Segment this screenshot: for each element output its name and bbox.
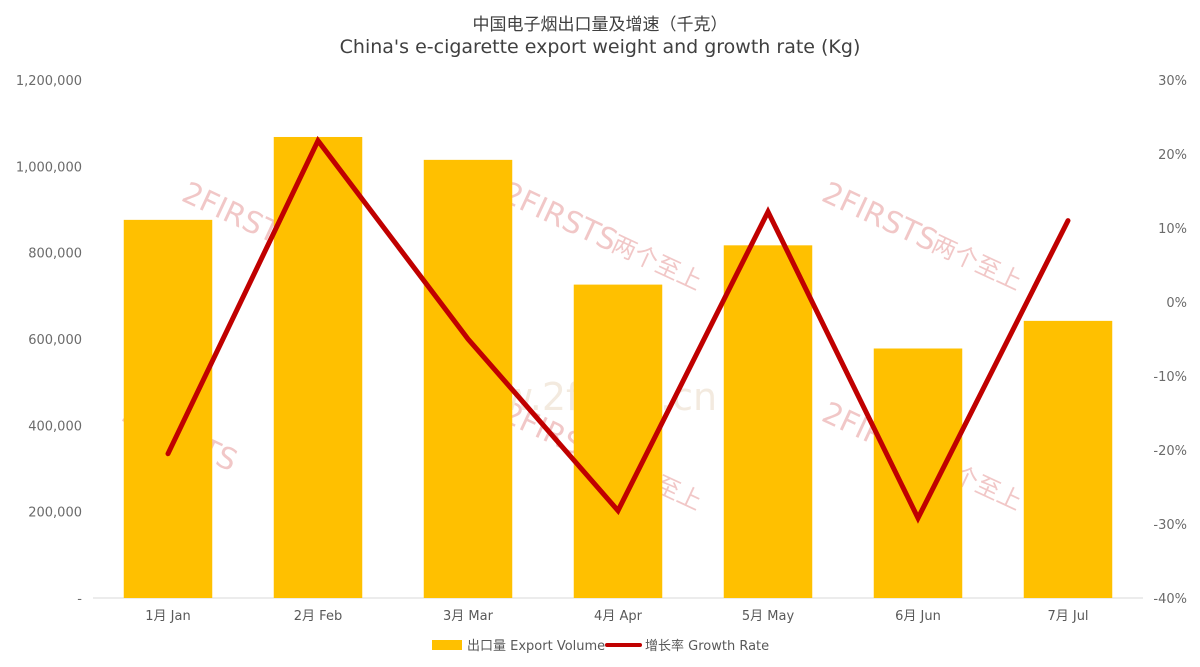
y-left-tick-label: - — [77, 592, 82, 607]
growth-rate-point — [617, 510, 619, 512]
y-right-tick-label: -40% — [1153, 592, 1187, 607]
legend-swatch-export-volume — [432, 640, 462, 650]
watermark-brand-cn-3: 两个至上 — [927, 230, 1026, 296]
y-right-tick-label: -20% — [1153, 444, 1187, 459]
y-axis-left: - 200,000 400,000 600,000 800,000 1,000,000 1,… — [16, 74, 82, 607]
x-axis: 1月 Jan 2月 Feb 3月 Mar 4月 Apr 5月 May 6月 Jun 7月 J… — [145, 609, 1088, 624]
bar-export-volume — [273, 136, 363, 599]
x-tick-label: 3月 Mar — [443, 609, 494, 624]
y-left-tick-label: 400,000 — [28, 419, 82, 434]
chart-title: 中国电子烟出口量及增速（千克） — [472, 15, 728, 35]
bar-export-volume — [873, 348, 963, 598]
x-tick-label: 4月 Apr — [594, 609, 643, 624]
bar-export-volume — [123, 219, 213, 599]
y-right-tick-label: -30% — [1153, 518, 1187, 533]
growth-rate-point — [467, 338, 469, 340]
y-left-tick-label: 1,000,000 — [16, 160, 82, 175]
x-tick-label: 2月 Feb — [294, 609, 342, 624]
bar-export-volume — [573, 284, 663, 598]
x-tick-label: 1月 Jan — [145, 609, 190, 624]
y-left-tick-label: 600,000 — [28, 333, 82, 348]
y-left-tick-label: 200,000 — [28, 506, 82, 521]
legend-label-export-volume: 出口量 Export Volume — [467, 639, 605, 654]
legend: 出口量 Export Volume 增长率 Growth Rate — [432, 638, 769, 654]
growth-rate-point — [317, 140, 319, 142]
watermark-brand-2: 2FIRSTS — [497, 176, 623, 259]
chart-subtitle: China's e-cigarette export weight and gr… — [339, 36, 861, 58]
x-tick-label: 7月 Jul — [1047, 609, 1088, 624]
y-left-tick-label: 1,200,000 — [16, 74, 82, 89]
y-right-tick-label: 10% — [1158, 222, 1187, 237]
line-series — [165, 135, 1071, 524]
legend-label-growth-rate: 增长率 Growth Rate — [645, 638, 769, 654]
growth-rate-point — [167, 453, 169, 455]
y-left-tick-label: 800,000 — [28, 247, 82, 262]
watermark-brand-3: 2FIRSTS — [817, 176, 943, 259]
growth-rate-point — [767, 211, 769, 213]
bar-export-volume — [1023, 320, 1113, 598]
y-right-tick-label: 30% — [1158, 74, 1187, 89]
y-axis-right: -40% -30% -20% -10% 0% 10% 20% 30% — [1153, 74, 1187, 607]
bar-export-volume — [723, 245, 813, 598]
y-right-tick-label: 20% — [1158, 148, 1187, 163]
growth-rate-point — [917, 517, 919, 519]
x-tick-label: 5月 May — [742, 609, 795, 624]
growth-rate-point — [1067, 220, 1069, 222]
x-tick-label: 6月 Jun — [895, 609, 941, 624]
y-right-tick-label: -10% — [1153, 370, 1187, 385]
bar-series — [123, 136, 1113, 599]
y-right-tick-label: 0% — [1166, 296, 1187, 311]
bar-export-volume — [423, 159, 513, 598]
